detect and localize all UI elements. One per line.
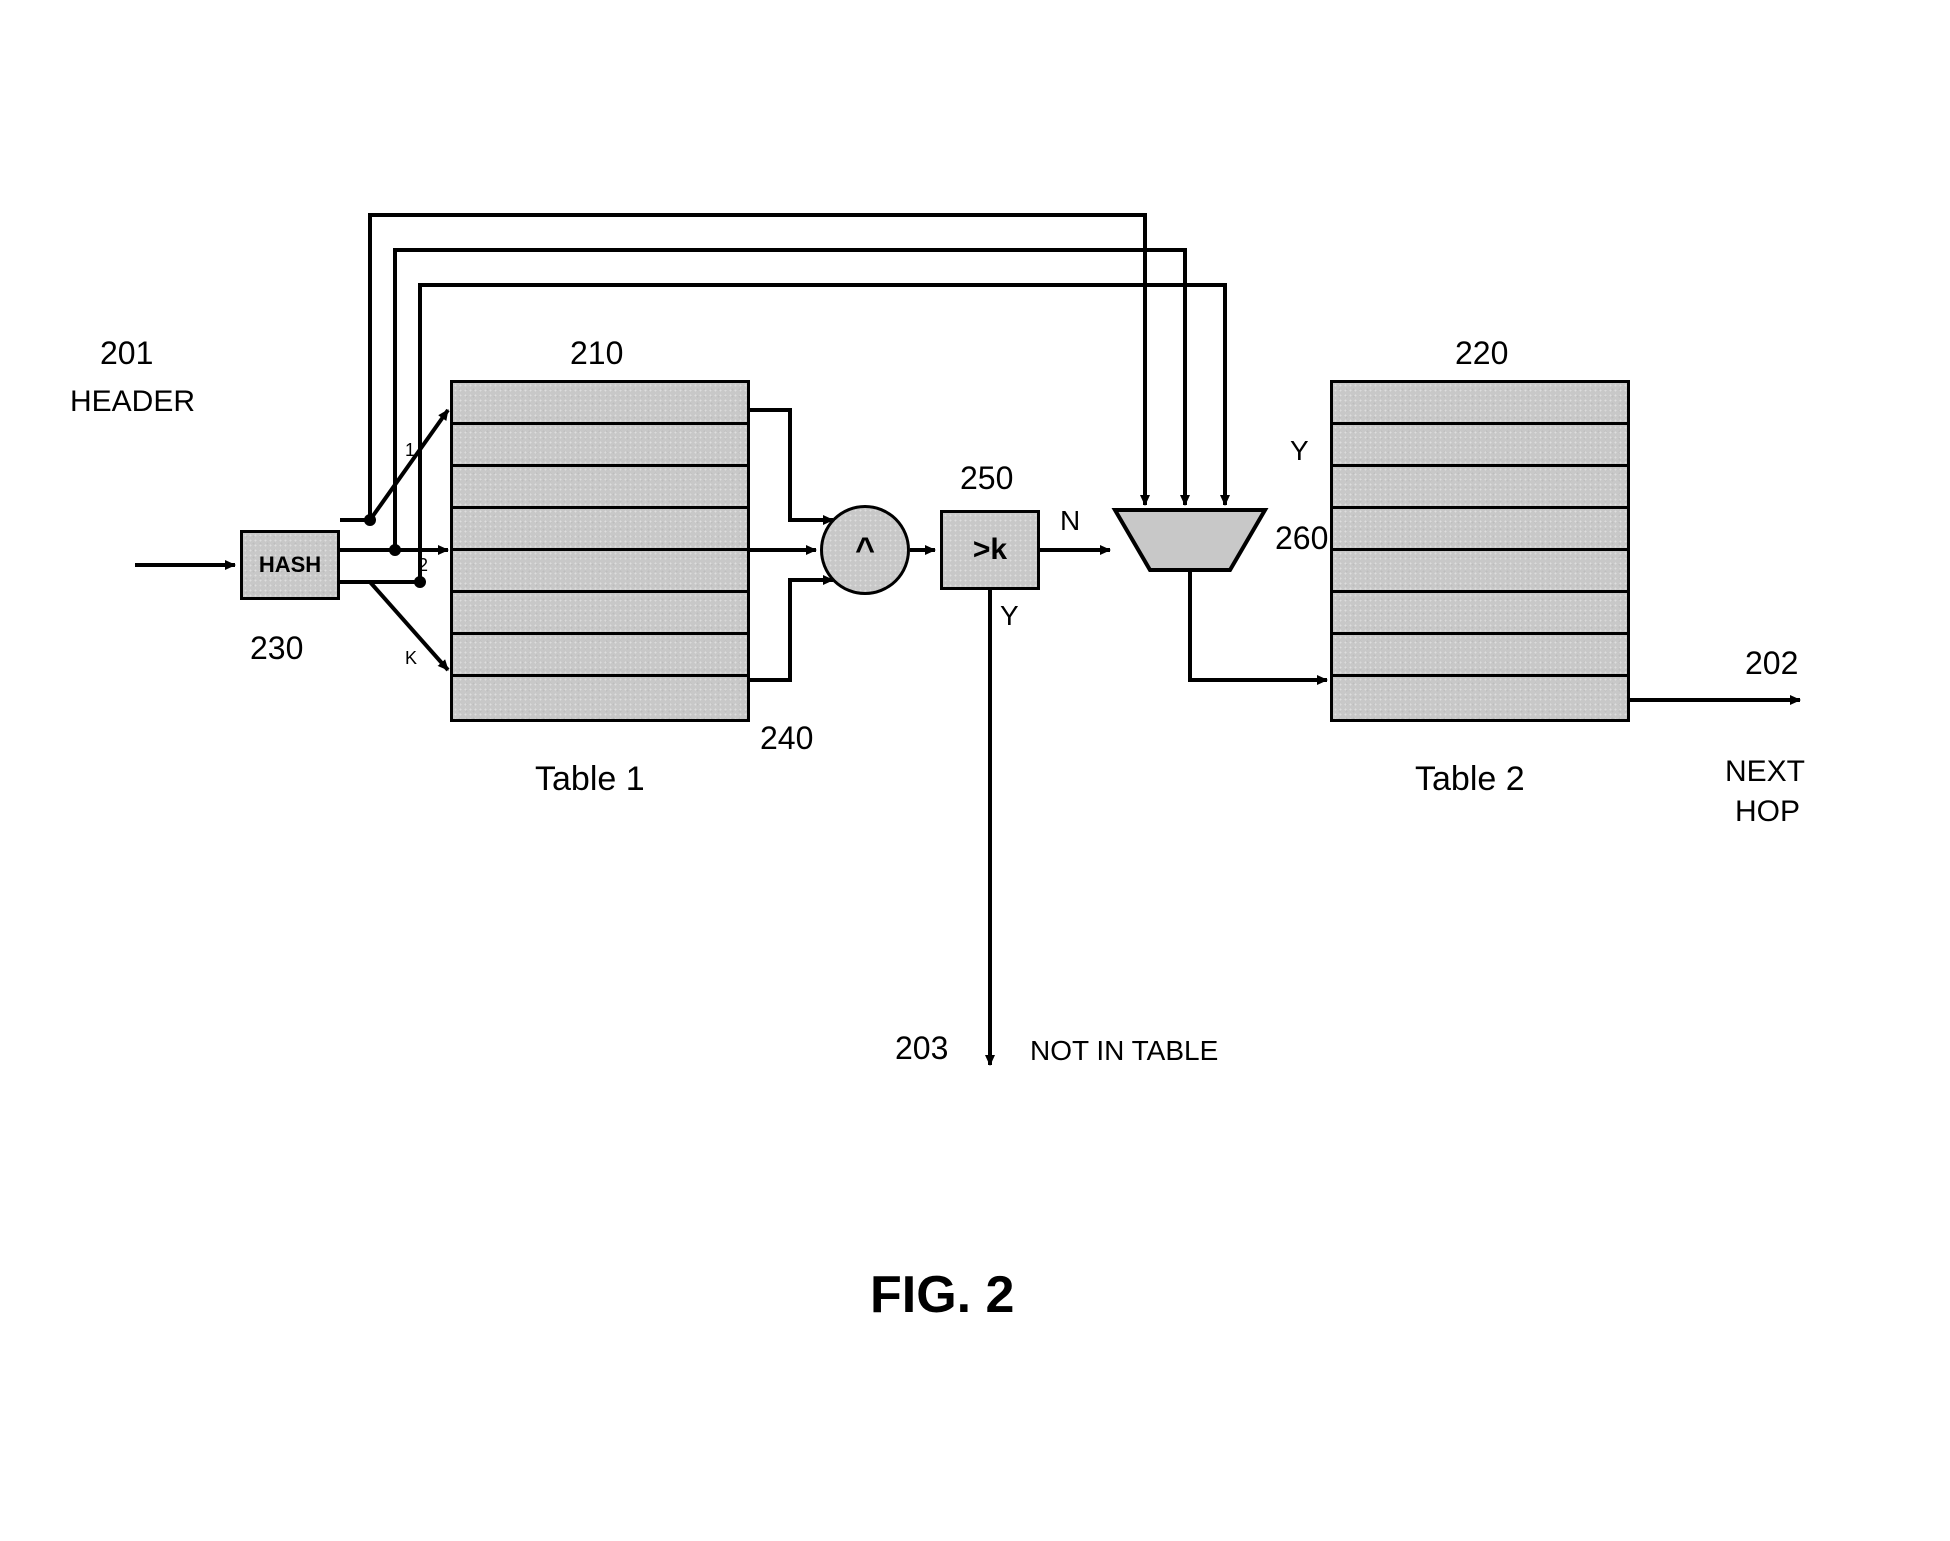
label-header: HEADER (70, 385, 195, 419)
table-row (453, 425, 747, 467)
table-row (453, 467, 747, 509)
ref-240: 240 (760, 720, 813, 757)
and-gate: ^ (820, 505, 910, 595)
figure-title: FIG. 2 (870, 1265, 1014, 1325)
table-row (453, 677, 747, 719)
table-row (1333, 635, 1627, 677)
label-hop: HOP (1735, 795, 1800, 829)
table-row (1333, 383, 1627, 425)
table-row (1333, 677, 1627, 719)
ref-260: 260 (1275, 520, 1328, 557)
fan-label-2: 2 (418, 555, 428, 576)
label-Y-mux: Y (1290, 435, 1309, 467)
fan-label-1: 1 (405, 440, 415, 461)
ref-201: 201 (100, 335, 153, 372)
ref-230: 230 (250, 630, 303, 667)
table-2 (1330, 380, 1630, 722)
gtk-text: >k (973, 533, 1007, 567)
t1-and-top (750, 410, 833, 520)
hash-text: HASH (259, 552, 321, 578)
t1-and-bot (750, 580, 833, 680)
table-row (1333, 593, 1627, 635)
hash-box: HASH (240, 530, 340, 600)
ref-202: 202 (1745, 645, 1798, 682)
arrow-hash-1 (370, 410, 448, 520)
fan-label-k: K (405, 648, 417, 669)
and-symbol: ^ (855, 531, 875, 570)
table-row (453, 551, 747, 593)
ref-250: 250 (960, 460, 1013, 497)
label-N: N (1060, 505, 1080, 537)
mux-shape (1115, 510, 1265, 570)
ref-210: 210 (570, 335, 623, 372)
table-1 (450, 380, 750, 722)
ref-220: 220 (1455, 335, 1508, 372)
table-row (1333, 425, 1627, 467)
table-row (453, 509, 747, 551)
mux-to-t2 (1190, 570, 1327, 680)
table-row (1333, 509, 1627, 551)
table-row (453, 383, 747, 425)
label-not-in-table: NOT IN TABLE (1030, 1035, 1218, 1067)
table1-caption: Table 1 (535, 760, 645, 799)
table-row (453, 635, 747, 677)
diagram-canvas: 201 HEADER HASH 230 1 2 K 210 Table 1 24… (0, 0, 1950, 1541)
table-row (1333, 467, 1627, 509)
label-Y-compare: Y (1000, 600, 1019, 632)
table-row (1333, 551, 1627, 593)
table-row (453, 593, 747, 635)
compare-k-box: >k (940, 510, 1040, 590)
ref-203: 203 (895, 1030, 948, 1067)
label-next: NEXT (1725, 755, 1805, 789)
table2-caption: Table 2 (1415, 760, 1525, 799)
